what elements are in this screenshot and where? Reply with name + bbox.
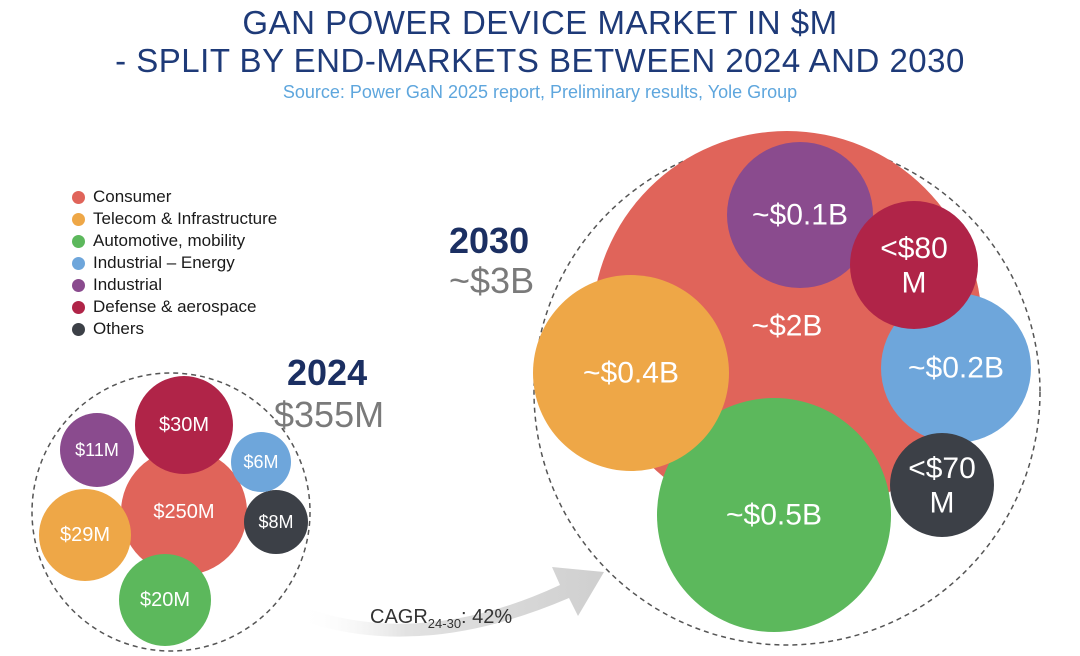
bubble-label-2024-automotive-mobility: $20M	[140, 589, 190, 611]
bubble-label-2030-telecom-infrastructure: ~$0.4B	[583, 357, 679, 390]
chart-title-line-2: - SPLIT BY END-MARKETS BETWEEN 2024 AND …	[115, 42, 965, 79]
bubble-2030-automotive-mobility	[657, 398, 891, 632]
legend-item-telecom: Telecom & Infrastructure	[72, 208, 277, 230]
bubble-2030-industrial	[727, 142, 873, 288]
cagr-value: : 42%	[461, 606, 513, 628]
legend-label: Consumer	[93, 187, 172, 206]
legend-item-industrial: Industrial	[72, 274, 277, 296]
bubble-2030-defense-aerospace	[850, 201, 978, 329]
cagr-label: CAGR24-30: 42%	[370, 606, 512, 631]
bubble-label-2030-consumer: ~$2B	[752, 310, 823, 343]
legend-swatch	[72, 190, 85, 204]
bubble-2024-defense-aerospace	[135, 376, 233, 474]
year-2030-label: 2030	[449, 220, 530, 261]
cagr-text: CAGR	[370, 606, 428, 628]
legend-swatch	[72, 234, 85, 248]
bubble-label-2024-telecom-infrastructure: $29M	[60, 524, 110, 546]
bubble-label-2024-industrial-energy: $6M	[243, 452, 278, 472]
bubble-label-2024-industrial: $11M	[75, 440, 119, 460]
bubble-2030-others	[890, 433, 994, 537]
year-2024-label: 2024	[287, 352, 368, 393]
bubble-label-2030-others: <$70 M	[908, 451, 976, 519]
legend-swatch	[72, 300, 85, 314]
legend-swatch	[72, 278, 85, 292]
growth-arrow	[300, 567, 604, 637]
legend-item-defense: Defense & aerospace	[72, 296, 277, 318]
legend-label: Telecom & Infrastructure	[93, 209, 278, 228]
bubble-2024-automotive-mobility	[119, 554, 211, 646]
bubble-label-2030-industrial-energy: ~$0.2B	[908, 352, 1004, 385]
bubble-group-outline-2024	[31, 372, 311, 652]
legend-label: Others	[93, 319, 145, 338]
cagr-period: 24-30	[427, 616, 462, 631]
bubble-label-2024-consumer: $250M	[153, 501, 214, 523]
legend-item-consumer: Consumer	[72, 186, 277, 208]
bubble-label-2024-defense-aerospace: $30M	[159, 414, 209, 436]
bubble-label-2030-defense-aerospace: <$80 M	[880, 231, 948, 299]
bubble-label-2030-automotive-mobility: ~$0.5B	[726, 499, 822, 532]
legend-swatch	[72, 256, 85, 270]
bubble-label-2024-others: $8M	[258, 512, 293, 532]
legend-label: Industrial	[93, 275, 162, 294]
chart-source: Source: Power GaN 2025 report, Prelimina…	[282, 82, 798, 102]
bubble-2024-telecom-infrastructure	[39, 489, 131, 581]
bubble-2024-consumer	[121, 449, 247, 575]
bubble-2024-industrial-energy	[231, 432, 291, 492]
legend-label: Industrial – Energy	[93, 253, 235, 272]
legend-label: Defense & aerospace	[93, 297, 257, 316]
legend: Consumer Telecom & Infrastructure Automo…	[72, 186, 277, 340]
legend-item-automotive: Automotive, mobility	[72, 230, 277, 252]
chart-title-line-1: GAN POWER DEVICE MARKET IN $M	[242, 4, 838, 41]
legend-label: Automotive, mobility	[93, 231, 246, 250]
legend-swatch	[72, 212, 85, 226]
total-2024: $355M	[274, 394, 385, 435]
bubble-2030-telecom-infrastructure	[533, 275, 729, 471]
bubble-2024-others	[244, 490, 308, 554]
legend-item-industrial-energy: Industrial – Energy	[72, 252, 277, 274]
total-2030: ~$3B	[449, 260, 535, 301]
legend-item-others: Others	[72, 318, 277, 340]
bubble-label-2030-industrial: ~$0.1B	[752, 199, 848, 232]
bubble-2024-industrial	[60, 413, 134, 487]
legend-swatch	[72, 322, 85, 336]
bubble-2030-industrial-energy	[881, 293, 1031, 443]
